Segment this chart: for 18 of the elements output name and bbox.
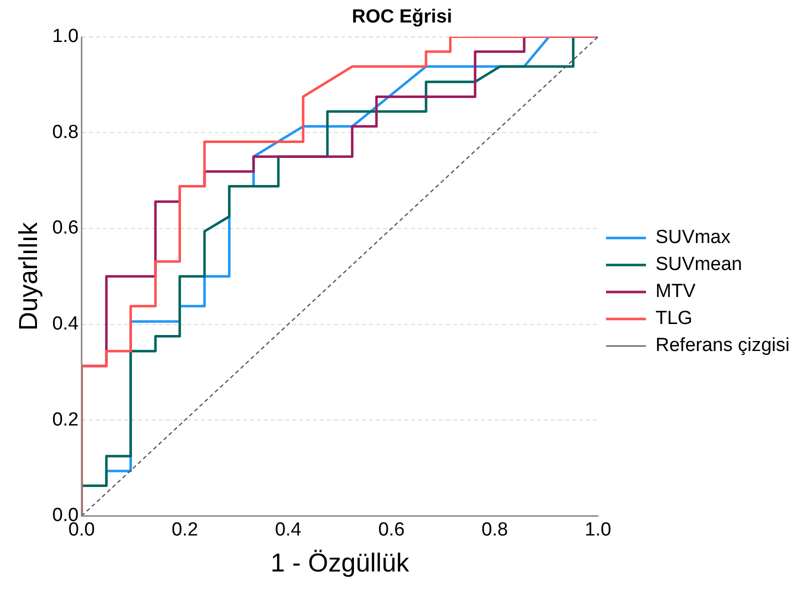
chart-title: ROC Eğrisi [352, 6, 452, 28]
y-tick-label: 0.2 [52, 409, 79, 430]
legend-label: TLG [656, 308, 692, 330]
y-axis-title: Duyarlılık [12, 221, 43, 331]
y-tick-label: 0.8 [52, 122, 79, 143]
x-tick-label: 1.0 [584, 520, 612, 541]
x-tick-label: 0.2 [172, 520, 198, 541]
legend-label: MTV [656, 281, 696, 302]
legend-label: SUVmean [656, 254, 742, 276]
legend-label: SUVmax [656, 227, 731, 248]
y-tick-label: 0.6 [52, 218, 79, 239]
x-tick-label: 0.4 [274, 520, 302, 541]
y-tick-label: 1.0 [52, 26, 79, 48]
x-tick-label: 0.6 [378, 520, 405, 541]
y-tick-label: 0.4 [52, 314, 80, 335]
x-axis-title: 1 - Özgüllük [270, 548, 410, 578]
legend-label: Referans çizgisi [656, 335, 790, 356]
x-tick-label: 0.8 [482, 520, 508, 541]
